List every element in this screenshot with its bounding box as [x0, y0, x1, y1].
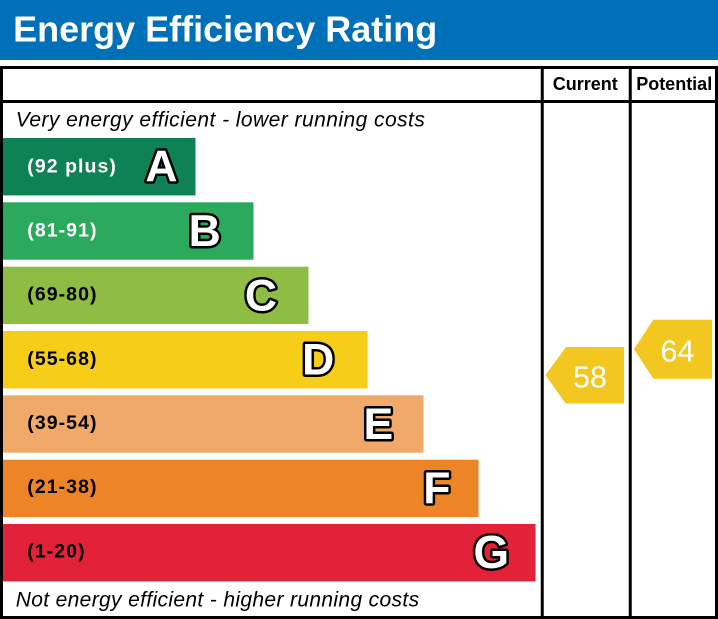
svg-text:Very energy efficient - lower: Very energy efficient - lower running co…: [16, 108, 426, 131]
svg-text:58: 58: [573, 360, 607, 394]
svg-text:(21-38): (21-38): [27, 476, 97, 498]
svg-text:B: B: [189, 207, 221, 256]
svg-text:G: G: [473, 526, 509, 578]
svg-text:(92 plus): (92 plus): [27, 155, 117, 177]
svg-text:64: 64: [661, 334, 695, 368]
svg-text:(39-54): (39-54): [27, 412, 97, 434]
svg-text:Current: Current: [553, 74, 618, 94]
svg-text:A: A: [145, 143, 177, 192]
svg-text:F: F: [423, 464, 450, 513]
svg-text:(69-80): (69-80): [27, 284, 97, 306]
svg-text:C: C: [245, 271, 277, 320]
svg-text:Energy Efficiency Rating: Energy Efficiency Rating: [13, 9, 437, 50]
svg-text:E: E: [363, 400, 393, 449]
svg-text:D: D: [302, 336, 334, 385]
svg-text:Not energy efficient - higher: Not energy efficient - higher running co…: [16, 588, 420, 611]
svg-text:Potential: Potential: [636, 74, 712, 94]
svg-text:(81-91): (81-91): [27, 220, 97, 242]
svg-text:(1-20): (1-20): [27, 540, 85, 562]
svg-text:(55-68): (55-68): [27, 348, 97, 370]
